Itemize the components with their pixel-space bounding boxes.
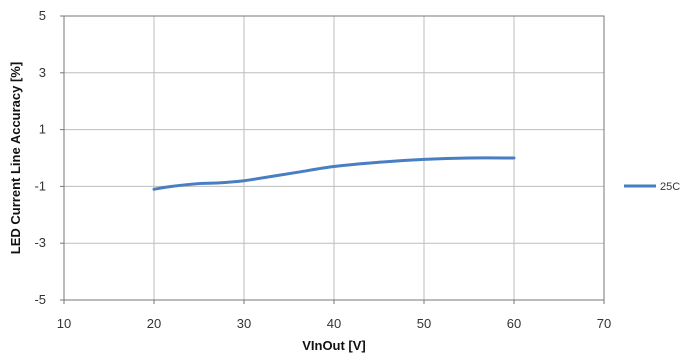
series-line-25C bbox=[152, 156, 516, 191]
y-tick-label: -1 bbox=[34, 178, 46, 193]
y-tick-label: -5 bbox=[34, 292, 46, 307]
x-tick-label: 40 bbox=[327, 316, 341, 331]
y-tick-label: 1 bbox=[39, 122, 46, 137]
legend-label: 25C bbox=[660, 181, 680, 193]
legend: 25C bbox=[624, 181, 680, 193]
x-tick-label: 20 bbox=[147, 316, 161, 331]
y-tick-labels: -5 -3 -1 1 3 5 bbox=[34, 8, 64, 307]
grid-lines bbox=[63, 15, 605, 301]
x-tick-label: 30 bbox=[237, 316, 251, 331]
x-tick-labels: 10 20 30 40 50 60 70 bbox=[57, 300, 611, 331]
y-tick-label: 5 bbox=[39, 8, 46, 23]
x-tick-label: 60 bbox=[507, 316, 521, 331]
x-tick-label: 50 bbox=[417, 316, 431, 331]
y-axis-title: LED Current Line Accuracy [%] bbox=[8, 62, 23, 254]
x-axis-title: VInOut [V] bbox=[302, 338, 366, 353]
x-tick-label: 10 bbox=[57, 316, 71, 331]
y-tick-label: -3 bbox=[34, 235, 46, 250]
series-group bbox=[152, 156, 516, 191]
x-tick-label: 70 bbox=[597, 316, 611, 331]
y-tick-label: 3 bbox=[39, 65, 46, 80]
